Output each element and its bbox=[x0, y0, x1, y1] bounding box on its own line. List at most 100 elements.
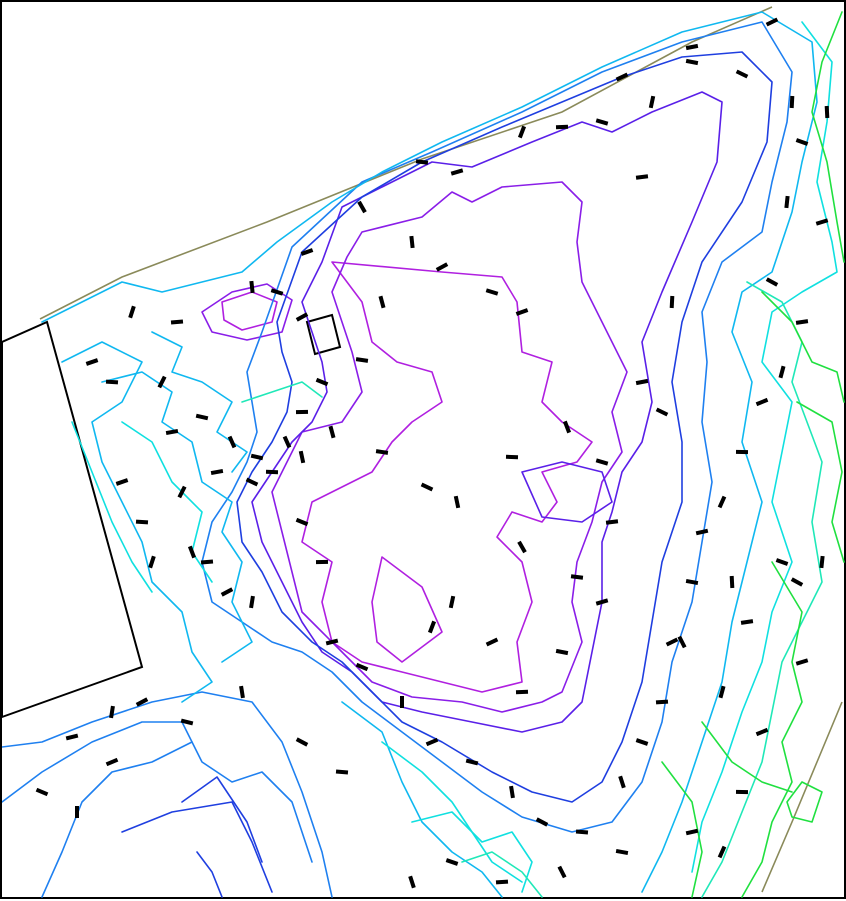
contour-label-mark bbox=[729, 575, 735, 589]
contour-label-mark bbox=[717, 845, 727, 859]
contour-label-mark bbox=[517, 540, 527, 554]
contour-label-mark bbox=[400, 696, 404, 708]
contour-label-mark bbox=[65, 733, 79, 741]
contour-label-mark bbox=[555, 648, 569, 656]
contour-label-mark bbox=[427, 620, 437, 634]
contour-label-mark bbox=[335, 769, 349, 775]
contour-label-mark bbox=[325, 638, 339, 646]
contour-label-mark bbox=[465, 758, 479, 766]
contour-label-mark bbox=[648, 95, 656, 109]
contour-label-mark bbox=[515, 689, 529, 695]
contour-label-mark bbox=[695, 528, 709, 536]
contour-label-mark bbox=[557, 865, 567, 879]
contour-label-mark bbox=[270, 288, 284, 296]
site-boundary bbox=[39, 6, 773, 320]
contour-label-mark bbox=[355, 662, 369, 672]
contour-label-mark bbox=[315, 559, 329, 565]
contour-label-mark bbox=[187, 545, 197, 559]
building-outline-west bbox=[2, 320, 144, 719]
contour-label-mark bbox=[755, 397, 769, 407]
contour-label-mark bbox=[595, 458, 609, 466]
contour-label-mark bbox=[575, 829, 589, 835]
contour-group-cyan bbox=[71, 21, 838, 893]
contour-label-mark bbox=[615, 72, 629, 82]
contour-label-mark bbox=[778, 365, 786, 379]
contour-label-mark bbox=[790, 577, 804, 587]
contour-label-mark bbox=[245, 477, 259, 487]
contour-label-mark bbox=[109, 705, 115, 719]
contour-label-mark bbox=[295, 517, 309, 527]
contour-label-mark bbox=[562, 420, 572, 434]
contour-label-mark bbox=[717, 495, 727, 509]
contour-label-mark bbox=[295, 737, 309, 747]
contour-group-green bbox=[661, 11, 845, 898]
contour-label-mark bbox=[677, 635, 687, 649]
contour-label-mark bbox=[605, 519, 619, 525]
contour-label-mark bbox=[485, 288, 499, 296]
contour-group-indigo bbox=[251, 91, 723, 733]
contour-label-mark bbox=[170, 319, 184, 325]
contour-label-mark bbox=[495, 879, 509, 885]
contour-label-mark bbox=[815, 218, 829, 226]
contour-label-mark bbox=[784, 195, 790, 209]
contour-label-mark bbox=[665, 637, 679, 647]
contour-label-mark bbox=[735, 449, 749, 455]
contour-label-mark bbox=[535, 817, 549, 827]
contour-label-mark bbox=[755, 727, 769, 737]
contour-label-mark bbox=[509, 785, 515, 799]
contour-label-mark bbox=[425, 737, 439, 747]
contour-label-mark bbox=[775, 558, 789, 566]
contour-label-mark bbox=[448, 595, 456, 609]
contour-label-mark bbox=[420, 482, 434, 492]
contour-label-mark bbox=[210, 468, 224, 476]
contour-label-mark bbox=[165, 428, 179, 436]
contour-label-mark bbox=[435, 262, 449, 272]
contour-label-mark bbox=[669, 295, 675, 309]
contour-label-mark bbox=[105, 379, 119, 385]
contour-label-mark bbox=[819, 555, 825, 569]
contour-label-mark bbox=[220, 587, 234, 597]
contour-label-mark bbox=[200, 559, 214, 565]
contour-label-mark bbox=[635, 378, 649, 386]
contour-label-mark bbox=[570, 574, 584, 580]
contour-label-mark bbox=[618, 775, 626, 789]
contour-label-mark bbox=[795, 138, 809, 146]
contour-label-mark bbox=[85, 358, 99, 366]
contour-label-mark bbox=[655, 699, 669, 705]
contour-group-aqua bbox=[241, 281, 823, 898]
building-outline-small bbox=[305, 313, 342, 356]
contour-label-mark bbox=[195, 413, 209, 421]
contour-label-mark bbox=[295, 312, 309, 322]
contour-label-mark bbox=[685, 43, 699, 51]
contour-label-mark bbox=[177, 485, 187, 499]
contour-label-mark bbox=[735, 69, 749, 79]
contour-label-mark bbox=[148, 555, 156, 569]
contour-group-mid-blue bbox=[2, 21, 793, 898]
contour-label-mark bbox=[328, 425, 336, 439]
contour-label-mark bbox=[409, 235, 415, 249]
contour-label-mark bbox=[135, 519, 149, 525]
contour-group-sky bbox=[41, 11, 818, 898]
contour-label-mark bbox=[485, 637, 499, 647]
contour-label-mark bbox=[300, 248, 314, 256]
contour-label-mark bbox=[249, 280, 255, 294]
contour-label-mark bbox=[515, 308, 529, 316]
contour-labels bbox=[35, 17, 830, 889]
contour-label-mark bbox=[635, 738, 649, 746]
contour-label-mark bbox=[453, 495, 461, 509]
contour-label-mark bbox=[718, 685, 726, 699]
contour-label-mark bbox=[505, 454, 519, 460]
contour-label-mark bbox=[824, 105, 830, 119]
contour-label-mark bbox=[355, 357, 369, 363]
contour-label-mark bbox=[765, 277, 779, 287]
contour-label-mark bbox=[415, 159, 429, 165]
contour-label-mark bbox=[595, 598, 609, 606]
contour-label-mark bbox=[765, 17, 779, 27]
contour-label-mark bbox=[789, 95, 795, 109]
contour-label-mark bbox=[408, 875, 416, 889]
contour-label-mark bbox=[180, 718, 194, 726]
contour-label-mark bbox=[157, 375, 167, 389]
site-boundary-east bbox=[761, 701, 843, 893]
